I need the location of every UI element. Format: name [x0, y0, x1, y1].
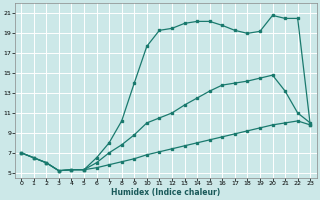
X-axis label: Humidex (Indice chaleur): Humidex (Indice chaleur) — [111, 188, 220, 197]
